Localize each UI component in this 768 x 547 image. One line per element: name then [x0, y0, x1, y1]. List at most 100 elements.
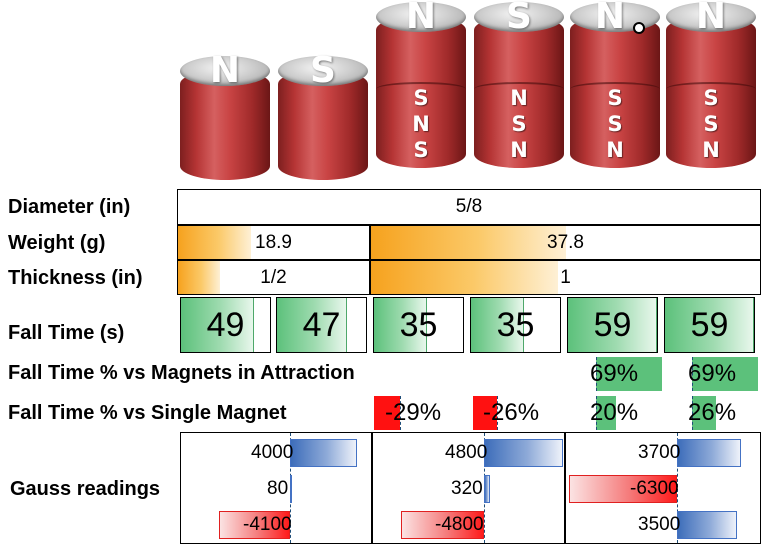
fall-time-bar: [471, 298, 524, 352]
weight-value: 37.8: [547, 231, 584, 253]
fall-pct-axis: [400, 396, 401, 430]
magnet-side-label: S: [703, 112, 719, 136]
weight-value: 18.9: [255, 231, 292, 253]
fall-pct-single-cell: 26%: [685, 396, 755, 430]
fall-time-bar: [181, 298, 254, 352]
fall-time-bar: [374, 298, 427, 352]
gauss-row: -6300: [566, 471, 760, 507]
fall-time-value: 59: [593, 305, 632, 344]
gauss-row: -4100: [181, 507, 371, 543]
gauss-row: 320: [373, 471, 564, 507]
magnet-side-label: S: [413, 86, 429, 110]
gauss-bar-positive: [484, 475, 490, 503]
magnet-pole-label: S: [310, 50, 336, 91]
gauss-cell: 4000 80 -4100: [180, 432, 372, 544]
fall-pct-bar: [473, 396, 497, 430]
fall-pct-axis: [596, 396, 597, 430]
thickness-value: 1: [560, 266, 571, 288]
fall-pct-bar: [596, 357, 662, 391]
gauss-bar-negative: [401, 511, 484, 539]
fall-pct-value: 20%: [590, 399, 639, 426]
diameter-value: 5/8: [455, 196, 483, 217]
magnet-stack: N S S N: [666, 0, 756, 170]
gauss-bar-positive: [677, 511, 737, 539]
magnet-side-label: N: [606, 138, 624, 162]
fall-pct-value: -26%: [483, 399, 540, 426]
weight-cell-single: 18.9: [177, 225, 370, 260]
fall-time-label: Fall Time (s): [8, 322, 125, 344]
gauss-bar-negative: [219, 511, 290, 539]
weight-bar: [371, 226, 566, 259]
fall-pct-axis: [692, 396, 693, 430]
fall-time-value: 47: [302, 305, 341, 344]
gauss-bar-negative: [569, 475, 677, 503]
magnet-side-label: S: [607, 112, 623, 136]
gauss-bar-positive: [484, 439, 563, 467]
fall-time-cell: 35: [470, 297, 561, 353]
magnet-stack: N S S N: [570, 0, 660, 170]
weight-label: Weight (g): [8, 232, 106, 254]
magnet-side-label: N: [412, 112, 430, 136]
fall-pct-single-cell: -29%: [373, 396, 463, 430]
magnet-side-label: S: [607, 86, 623, 110]
gauss-value: 4800: [445, 442, 488, 463]
gauss-value: -4100: [243, 514, 292, 535]
magnet-side-label: N: [702, 138, 720, 162]
fall-pct-value: 69%: [590, 360, 639, 387]
fall-pct-bar: [374, 396, 400, 430]
fall-pct-single-cell: 20%: [588, 396, 658, 430]
fall-pct-attraction-cell: 69%: [588, 357, 668, 391]
gauss-row: 3700: [566, 435, 760, 471]
gauss-value: -6300: [630, 478, 679, 499]
magnet-pole-label: S: [506, 0, 532, 37]
magnet-single-n: N: [180, 50, 270, 182]
gauss-row: 4800: [373, 435, 564, 471]
fall-time-bar: [568, 298, 657, 352]
marker-dot-icon: [633, 22, 645, 34]
fall-pct-value: 26%: [688, 399, 737, 426]
fall-pct-value: -29%: [385, 399, 442, 426]
gauss-row: 80: [181, 471, 371, 507]
thickness-value: 1/2: [260, 266, 287, 288]
fall-time-value: 49: [206, 305, 245, 344]
fall-time-cell: 59: [664, 297, 755, 353]
fall-pct-axis: [497, 396, 498, 430]
diameter-cell: 5/8: [177, 189, 761, 225]
magnet-pole-label: N: [695, 0, 727, 37]
gauss-cell: 3700 -6300 3500: [565, 432, 761, 544]
gauss-row: 3500: [566, 507, 760, 543]
gauss-label: Gauss readings: [10, 478, 161, 500]
fall-time-value: 35: [496, 305, 535, 344]
gauss-row: 4000: [181, 435, 371, 471]
gauss-value: 4000: [251, 442, 294, 463]
fall-pct-axis: [596, 357, 597, 391]
fall-time-cell: 59: [567, 297, 658, 353]
fall-pct-single-label: Fall Time % vs Single Magnet: [8, 402, 287, 424]
fall-pct-axis: [692, 357, 693, 391]
fall-pct-attraction-label: Fall Time % vs Magnets in Attraction: [8, 362, 355, 384]
magnet-pole-label: N: [594, 0, 626, 37]
weight-cell-stacked: 37.8: [370, 225, 761, 260]
magnet-side-label: N: [510, 138, 528, 162]
fall-pct-value: 69%: [688, 360, 737, 387]
fall-pct-bar: [596, 396, 616, 430]
fall-time-cell: 35: [373, 297, 464, 353]
weight-bar: [178, 226, 251, 259]
magnet-single-s: S: [278, 50, 368, 182]
gauss-value: 320: [451, 478, 483, 499]
gauss-bar-positive: [290, 475, 292, 503]
fall-pct-attraction-cell: 69%: [685, 357, 765, 391]
thickness-bar: [371, 261, 558, 294]
thickness-bar: [178, 261, 221, 294]
thickness-cell-stacked: 1: [370, 260, 761, 295]
magnet-side-label: S: [703, 86, 719, 110]
magnet-stack: S N S N: [474, 0, 564, 170]
magnet-side-label: S: [413, 138, 429, 162]
magnet-side-label: S: [511, 112, 527, 136]
gauss-value: 80: [267, 478, 289, 499]
gauss-bar-positive: [290, 439, 357, 467]
gauss-value: 3700: [638, 442, 681, 463]
fall-pct-single-cell: -26%: [471, 396, 561, 430]
fall-pct-bar: [692, 357, 758, 391]
gauss-axis: [677, 433, 678, 543]
